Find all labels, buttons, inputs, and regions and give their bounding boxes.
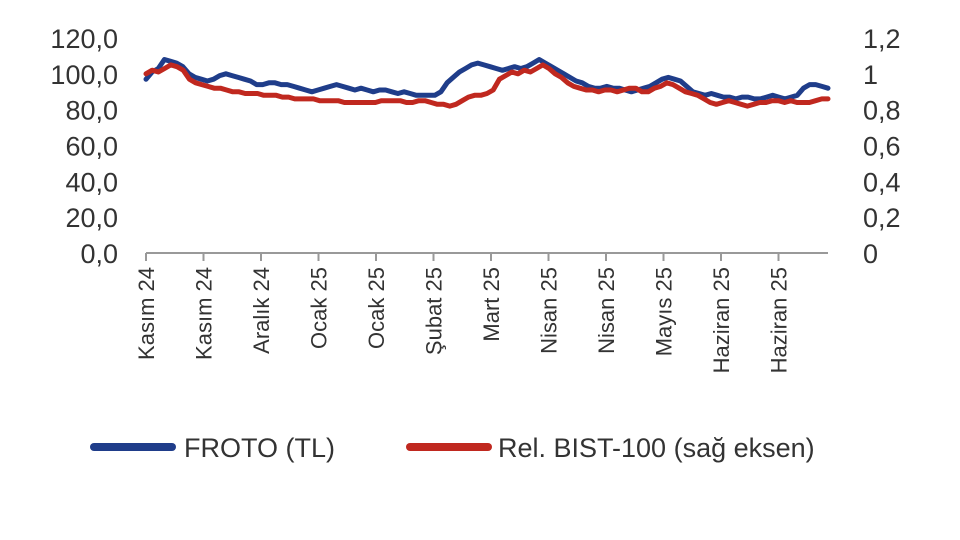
legend: FROTO (TL) Rel. BIST-100 (sağ eksen) [90, 433, 815, 463]
left-tick-label: 40,0 [65, 167, 118, 197]
x-tick-label: Nisan 25 [594, 267, 619, 354]
left-tick-label: 20,0 [65, 203, 118, 233]
x-tick-label: Mayıs 25 [652, 267, 677, 356]
series-lines [143, 57, 831, 109]
right-tick-label: 0,6 [863, 132, 901, 162]
x-tick-label: Aralık 24 [249, 267, 274, 354]
left-tick-label: 60,0 [65, 132, 118, 162]
x-tick-label: Haziran 25 [709, 267, 734, 373]
x-tick-label: Kasım 24 [192, 267, 217, 360]
x-tick-label: Ocak 25 [307, 267, 332, 349]
right-tick-label: 0,4 [863, 167, 901, 197]
left-tick-label: 100,0 [50, 60, 118, 90]
right-tick-label: 0,8 [863, 96, 901, 126]
x-axis-ticks: Kasım 24 Kasım 24 Aralık 24 Ocak 25 Ocak 25 Ş… [134, 253, 792, 373]
series-line-froto [143, 57, 831, 102]
left-tick-label: 120,0 [50, 24, 118, 54]
legend-label-froto: FROTO (TL) [184, 433, 335, 463]
right-tick-label: 1 [863, 60, 878, 90]
right-tick-label: 0 [863, 239, 878, 269]
left-tick-label: 0,0 [80, 239, 118, 269]
x-tick-label: Kasım 24 [134, 267, 159, 360]
legend-label-rel-bist100: Rel. BIST-100 (sağ eksen) [498, 433, 815, 463]
left-tick-label: 80,0 [65, 96, 118, 126]
x-tick-label: Şubat 25 [422, 267, 447, 355]
x-tick-label: Ocak 25 [364, 267, 389, 349]
right-tick-label: 1,2 [863, 24, 901, 54]
right-axis-ticks: 0 0,2 0,4 0,6 0,8 1 1,2 [863, 24, 901, 269]
x-tick-label: Haziran 25 [767, 267, 792, 373]
x-tick-label: Mart 25 [479, 267, 504, 342]
right-tick-label: 0,2 [863, 203, 901, 233]
left-axis-ticks: 0,0 20,0 40,0 60,0 80,0 100,0 120,0 [50, 24, 118, 269]
series-line-rel-bist100 [143, 62, 831, 109]
x-tick-label: Nisan 25 [537, 267, 562, 354]
